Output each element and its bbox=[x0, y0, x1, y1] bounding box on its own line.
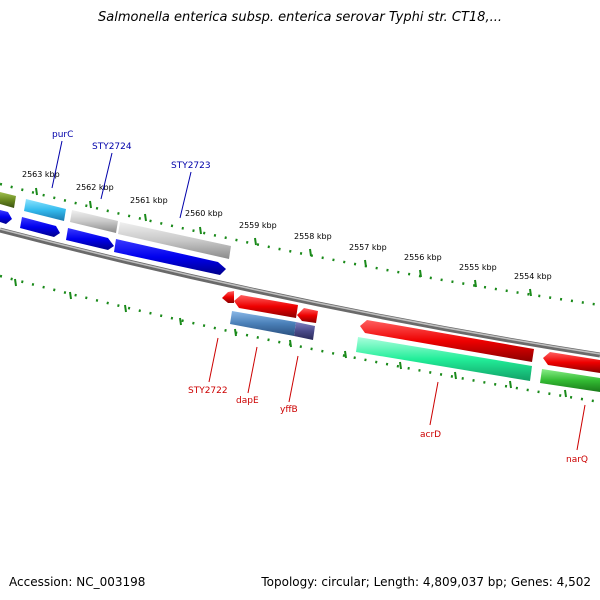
tick-label: 2554 kbp bbox=[514, 272, 552, 281]
leader-lines-bottom bbox=[208, 337, 586, 451]
tick-label: 2560 kbp bbox=[185, 209, 223, 218]
leader-lines-top bbox=[51, 140, 192, 219]
tick-label: 2557 kbp bbox=[349, 243, 387, 252]
gene-label-purC: purC bbox=[52, 130, 73, 140]
gene-red-yffB bbox=[297, 308, 318, 323]
tick-label: 2555 kbp bbox=[459, 263, 497, 272]
gene-label-STY2724: STY2724 bbox=[92, 142, 132, 152]
gene-green bbox=[540, 369, 600, 392]
tick-label: 2561 kbp bbox=[130, 196, 168, 205]
gene-labels-top[interactable]: purC STY2724 STY2723 bbox=[52, 130, 211, 171]
gene-label-dapE: dapE bbox=[236, 396, 259, 406]
tick-label: 2562 kbp bbox=[76, 183, 114, 192]
map-title: Salmonella enterica subsp. enterica sero… bbox=[98, 10, 502, 25]
gene-blue-4 bbox=[114, 239, 226, 275]
gene-label-STY2722: STY2722 bbox=[188, 386, 228, 396]
genome-backbone-highlight bbox=[0, 228, 600, 355]
forward-genes-inner[interactable] bbox=[0, 210, 226, 275]
gene-label-yffB: yffB bbox=[280, 405, 298, 415]
genome-backbone bbox=[0, 227, 600, 358]
gene-labels-bottom[interactable]: STY2722 dapE yffB acrD narQ bbox=[188, 386, 588, 465]
tick-label: 2559 kbp bbox=[239, 221, 277, 230]
gene-red-dapE bbox=[234, 295, 298, 318]
inner-tick-track bbox=[0, 274, 600, 404]
topology-summary: Topology: circular; Length: 4,809,037 bp… bbox=[261, 575, 591, 589]
gene-red-acrD bbox=[360, 320, 534, 362]
gene-label-acrD: acrD bbox=[420, 430, 441, 440]
major-ticks-top bbox=[35, 187, 532, 297]
gene-label-STY2723: STY2723 bbox=[171, 161, 211, 171]
gene-purC bbox=[24, 199, 66, 221]
gene-STY2723 bbox=[118, 222, 231, 259]
gene-label-narQ: narQ bbox=[566, 455, 588, 465]
kbp-labels: 2563 kbp 2562 kbp 2561 kbp 2560 kbp 2559… bbox=[22, 170, 552, 281]
forward-genes-outer[interactable] bbox=[0, 192, 231, 259]
gene-blue-left bbox=[0, 210, 12, 224]
major-ticks-bottom bbox=[14, 278, 567, 398]
reverse-genes-outer[interactable] bbox=[222, 291, 600, 373]
gene-red-small bbox=[222, 291, 234, 303]
reverse-genes-inner[interactable] bbox=[230, 311, 600, 392]
gene-blue-3 bbox=[66, 228, 114, 250]
tick-label: 2563 kbp bbox=[22, 170, 60, 179]
tick-label: 2556 kbp bbox=[404, 253, 442, 262]
gene-red-narQ bbox=[543, 352, 600, 373]
gene-olive-left bbox=[0, 192, 16, 208]
gene-teal bbox=[356, 337, 532, 381]
gene-STY2724 bbox=[70, 210, 118, 233]
gene-purple bbox=[294, 322, 315, 340]
tick-label: 2558 kbp bbox=[294, 232, 332, 241]
gene-blue-2 bbox=[20, 217, 60, 237]
gene-steel bbox=[230, 311, 296, 336]
accession-text: Accession: NC_003198 bbox=[9, 575, 146, 589]
